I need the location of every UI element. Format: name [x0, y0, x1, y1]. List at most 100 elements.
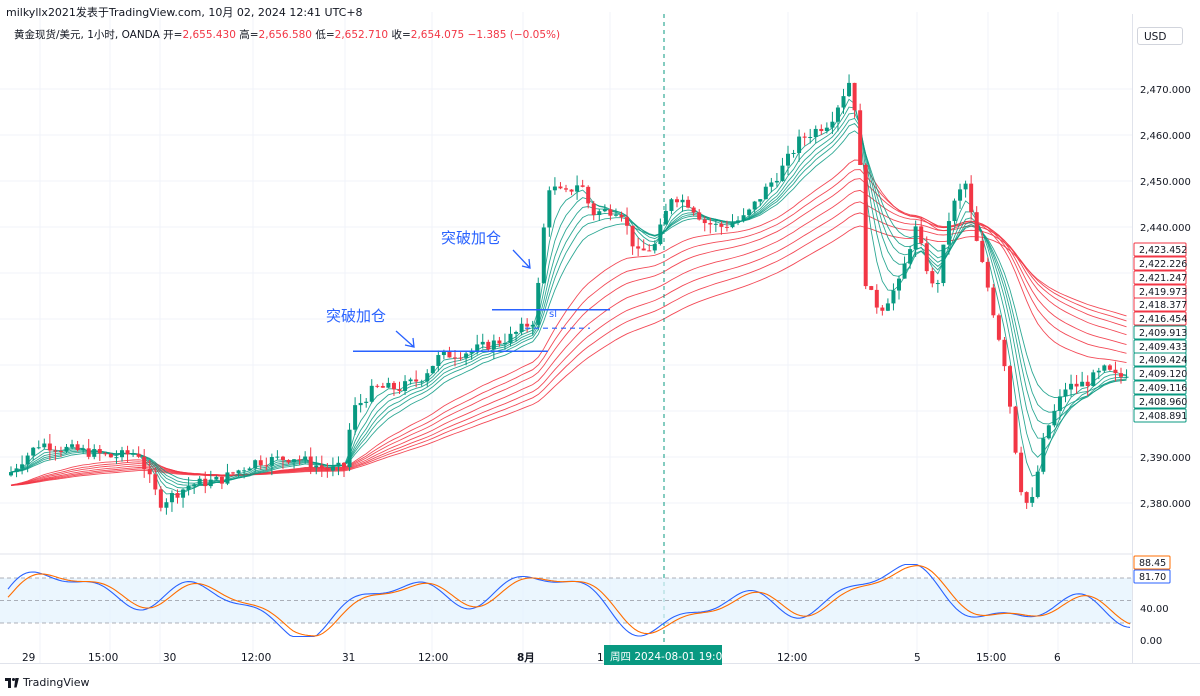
candle-body — [147, 469, 152, 475]
candle-body — [430, 365, 435, 374]
ema-green-badge-label: 2,409.120 — [1139, 369, 1187, 380]
candle-body — [269, 457, 274, 466]
candle-body — [419, 381, 424, 383]
candle-body — [1019, 452, 1024, 493]
candle-body — [75, 444, 80, 450]
ema-red-badge — [1133, 270, 1187, 285]
candle-body — [641, 248, 646, 251]
candle-body — [1063, 389, 1068, 397]
candle-body — [719, 223, 724, 227]
candle-body — [47, 443, 52, 451]
time-tick-label: 12:00 — [777, 652, 807, 664]
candle-body — [591, 203, 596, 216]
candle-body — [608, 209, 613, 216]
open-value: 2,655.430 — [182, 29, 236, 41]
candle-body — [347, 429, 352, 468]
candle-body — [758, 199, 763, 202]
candle-body — [974, 212, 979, 241]
candle-body — [869, 286, 874, 290]
candle-body — [458, 357, 463, 359]
candle-body — [1046, 425, 1051, 439]
stoch-last-badge — [1133, 569, 1171, 584]
candle-body — [802, 136, 807, 138]
candle-body — [64, 446, 69, 452]
ema-green-badge — [1133, 366, 1187, 381]
candle-body — [491, 340, 496, 350]
candle-body — [847, 82, 852, 97]
candle-body — [1030, 496, 1035, 503]
candle-body — [663, 210, 668, 225]
candle-body — [1057, 396, 1062, 411]
time-tick-label: 29 — [22, 652, 35, 664]
candle-body — [902, 263, 907, 279]
candle-body — [242, 470, 247, 472]
candle-body — [20, 464, 25, 469]
candle-body — [697, 212, 702, 220]
candle-body — [891, 290, 896, 304]
candle-body — [153, 474, 158, 490]
candle-body — [841, 96, 846, 108]
candle-body — [919, 226, 924, 244]
ema-green-badge-label: 2,409.424 — [1139, 355, 1187, 366]
ema-green-badge — [1133, 408, 1187, 423]
candle-body — [336, 462, 341, 467]
candle-body — [280, 456, 285, 460]
candle-body — [813, 128, 818, 137]
ema-green-badge-label: 2,408.960 — [1139, 397, 1187, 408]
candle-body — [225, 472, 230, 484]
candle-body — [1113, 369, 1118, 374]
stoch-band — [0, 578, 1132, 623]
currency-button[interactable]: USD — [1137, 27, 1183, 45]
candle-body — [1085, 381, 1090, 386]
candle-body — [752, 201, 757, 210]
candle-body — [208, 479, 213, 487]
candle-body — [264, 465, 269, 467]
candle-body — [253, 460, 258, 469]
candle-body — [330, 466, 335, 471]
ema-red-badge-label: 2,422.226 — [1139, 259, 1187, 270]
candle-body — [580, 185, 585, 187]
ema-ribbon — [10, 98, 1127, 496]
candle-body — [125, 450, 130, 455]
candle-body — [830, 121, 835, 128]
candle-body — [197, 478, 202, 485]
price-tick-label: 2,390.000 — [1140, 453, 1191, 464]
stoch-tick-label: 40.00 — [1140, 604, 1169, 615]
ema-green-badge — [1133, 352, 1187, 367]
candle-body — [541, 227, 546, 283]
ema-green-3 — [10, 117, 1127, 486]
crosshair-time-label: 周四 2024-08-01 19:00 — [610, 651, 729, 663]
candle-body — [741, 215, 746, 221]
candle-body — [819, 128, 824, 132]
candle-body — [564, 188, 568, 190]
candle-body — [53, 450, 58, 452]
candle-body — [375, 385, 380, 387]
brand: TradingView — [5, 676, 89, 689]
candlestick-series — [9, 74, 1129, 515]
candle-body — [625, 217, 630, 226]
candle-body — [747, 209, 752, 216]
candle-body — [364, 401, 369, 403]
ema-green-2 — [10, 112, 1127, 489]
candle-body — [1008, 366, 1012, 407]
candle-body — [602, 209, 607, 212]
candle-body — [97, 449, 102, 454]
ema-red-badge-label: 2,423.452 — [1139, 245, 1187, 256]
price-tick-label: 2,440.000 — [1140, 223, 1191, 234]
candle-body — [874, 289, 879, 308]
candle-body — [980, 240, 985, 262]
candle-body — [447, 350, 452, 358]
candle-body — [619, 214, 624, 218]
candle-body — [824, 127, 829, 132]
candle-body — [325, 468, 330, 471]
ema-green-badge-label: 2,409.433 — [1139, 342, 1187, 353]
candle-body — [408, 379, 413, 382]
candle-body — [136, 453, 141, 457]
candle-body — [502, 342, 507, 344]
candle-body — [941, 244, 946, 284]
candle-body — [203, 478, 208, 487]
candle-body — [996, 315, 1001, 340]
candle-body — [480, 341, 485, 345]
time-tick-label: 15:00 — [976, 652, 1006, 664]
